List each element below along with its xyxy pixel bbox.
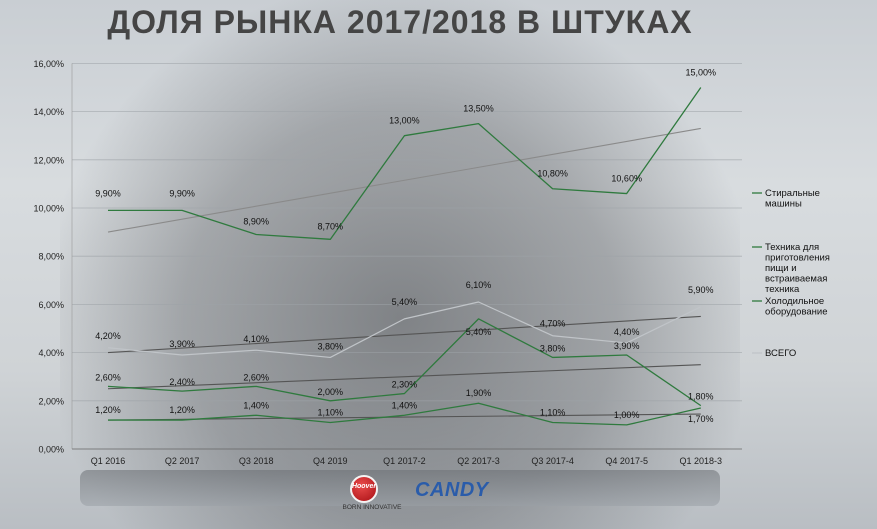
- trendlines: [107, 127, 701, 421]
- background-photo: [60, 0, 740, 529]
- legend-label: Холодильное оборудование: [765, 296, 828, 318]
- x-tick-label: Q3 2017-4: [531, 456, 574, 466]
- trendline: [107, 315, 701, 354]
- y-tick-label: 0,00%: [38, 445, 64, 455]
- y-tick-label: 2,00%: [38, 396, 64, 406]
- legend-item: Стиральные машины: [752, 188, 820, 210]
- data-label: 1,70%: [688, 414, 714, 424]
- trendline: [107, 364, 701, 390]
- x-tick-label: Q1 2016: [91, 456, 126, 466]
- x-tick-label: Q4 2017-5: [605, 456, 648, 466]
- data-label: 8,90%: [243, 217, 269, 227]
- data-label: 13,00%: [389, 116, 420, 126]
- data-label: 10,80%: [537, 169, 568, 179]
- data-label: 1,40%: [392, 400, 418, 410]
- hoover-logo: Hoover BORN INNOVATIVE: [343, 472, 405, 516]
- series-line: [108, 87, 702, 240]
- legend-item: ВСЕГО: [752, 348, 796, 359]
- background-tablet: [80, 470, 720, 506]
- chart-grid: [72, 63, 742, 402]
- data-label: 5,40%: [392, 297, 418, 307]
- data-label: 3,80%: [318, 341, 344, 351]
- x-tick-label: Q1 2017-2: [383, 456, 426, 466]
- data-label: 15,00%: [686, 68, 717, 78]
- data-label: 1,00%: [614, 410, 640, 420]
- data-label: 1,20%: [95, 405, 121, 415]
- legend-label: Техника для приготовления пищи и встраиваем…: [765, 242, 830, 295]
- data-label: 4,70%: [540, 319, 566, 329]
- data-label: 5,40%: [466, 327, 492, 337]
- hoover-emblem-icon: [350, 475, 378, 503]
- data-label: 6,10%: [466, 280, 492, 290]
- data-label: 1,40%: [243, 400, 269, 410]
- y-tick-label: 12,00%: [33, 155, 64, 165]
- legend-label: Стиральные машины: [765, 188, 820, 210]
- y-tick-label: 8,00%: [38, 252, 64, 262]
- x-axis: Q1 2016 Q2 2017 Q3 2018 Q4 2019 Q1 2017-2 Q2 …: [72, 448, 742, 466]
- data-label: 2,60%: [95, 372, 121, 382]
- data-label: 4,10%: [243, 334, 269, 344]
- data-label: 2,00%: [318, 387, 344, 397]
- data-label: 8,70%: [318, 221, 344, 231]
- legend: Стиральные машины Техника для приготовления…: [752, 188, 830, 359]
- data-label: 2,60%: [243, 372, 269, 382]
- series-line: [107, 301, 702, 359]
- data-labels: 9,90% 9,90% 8,90% 8,70% 13,00% 13,50% 10,80% 10…: [95, 68, 716, 425]
- x-tick-label: Q2 2017: [165, 456, 200, 466]
- data-label: 10,60%: [611, 174, 642, 184]
- data-label: 1,10%: [540, 407, 566, 417]
- legend-item: Холодильное оборудование: [752, 296, 828, 318]
- series-line: [108, 402, 701, 426]
- data-label: 3,80%: [540, 343, 566, 353]
- data-label: 2,40%: [169, 377, 195, 387]
- y-axis: 0,00% 2,00% 4,00% 6,00% 8,00% 10,00% 12,00% 14,…: [33, 59, 73, 455]
- data-label: 1,80%: [688, 392, 714, 402]
- series-line: [107, 318, 702, 407]
- legend-item: Техника для приготовления пищи и встраиваем…: [752, 242, 830, 295]
- data-label: 9,90%: [169, 188, 195, 198]
- data-label: 1,10%: [318, 407, 344, 417]
- y-tick-label: 10,00%: [33, 204, 64, 214]
- y-tick-label: 4,00%: [38, 348, 64, 358]
- series-lines: [107, 87, 702, 426]
- x-tick-label: Q2 2017-3: [457, 456, 500, 466]
- candy-logo: CANDY: [415, 479, 489, 501]
- page-title: ДОЛЯ РЫНКА 2017/2018 В ШТУКАХ: [107, 4, 693, 40]
- data-label: 13,50%: [463, 104, 494, 114]
- y-tick-label: 6,00%: [38, 300, 64, 310]
- x-tick-label: Q1 2018-3: [680, 456, 723, 466]
- data-label: 3,90%: [614, 341, 640, 351]
- data-label: 2,30%: [392, 380, 418, 390]
- data-label: 3,90%: [169, 339, 195, 349]
- data-label: 9,90%: [95, 188, 121, 198]
- x-tick-label: Q4 2019: [313, 456, 348, 466]
- hoover-wordmark: Hoover: [351, 483, 377, 490]
- data-label: 1,20%: [169, 405, 195, 415]
- y-tick-label: 14,00%: [33, 107, 64, 117]
- data-label: 4,40%: [614, 327, 640, 337]
- y-tick-label: 16,00%: [33, 59, 64, 69]
- data-label: 1,90%: [466, 388, 492, 398]
- trendline: [107, 127, 701, 233]
- data-label: 5,90%: [688, 285, 714, 295]
- x-tick-label: Q3 2018: [239, 456, 274, 466]
- hoover-tagline: BORN INNOVATIVE: [342, 504, 402, 511]
- data-label: 4,20%: [95, 331, 121, 341]
- legend-label: ВСЕГО: [765, 348, 796, 359]
